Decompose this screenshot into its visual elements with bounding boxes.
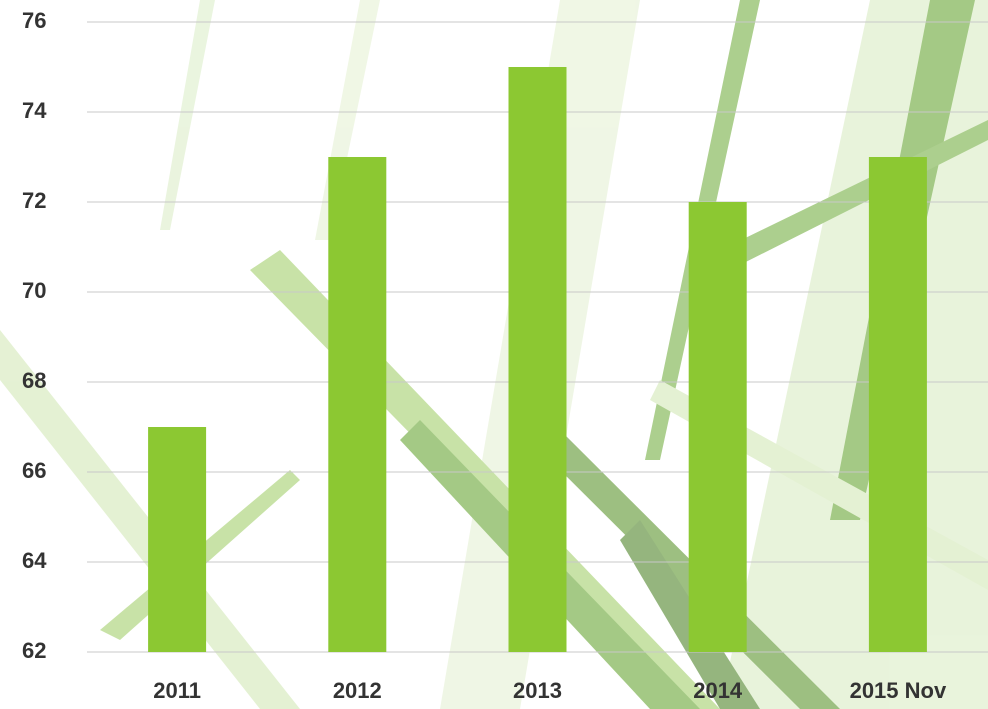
y-tick-label: 68: [22, 368, 46, 393]
x-tick-label: 2014: [693, 678, 743, 703]
bar: [868, 157, 927, 652]
x-tick-label: 2011: [153, 678, 201, 703]
bar: [688, 202, 747, 652]
y-tick-label: 72: [22, 188, 46, 213]
y-tick-label: 76: [22, 8, 46, 33]
bar: [148, 427, 207, 652]
y-tick-label: 70: [22, 278, 46, 303]
bar: [328, 157, 387, 652]
x-tick-label: 2012: [333, 678, 382, 703]
y-tick-label: 62: [22, 638, 46, 663]
y-tick-label: 64: [22, 548, 47, 573]
x-tick-label: 2013: [513, 678, 562, 703]
y-tick-label: 66: [22, 458, 46, 483]
bar: [508, 67, 567, 652]
y-tick-label: 74: [22, 98, 47, 123]
x-tick-label: 2015 Nov: [850, 678, 947, 703]
